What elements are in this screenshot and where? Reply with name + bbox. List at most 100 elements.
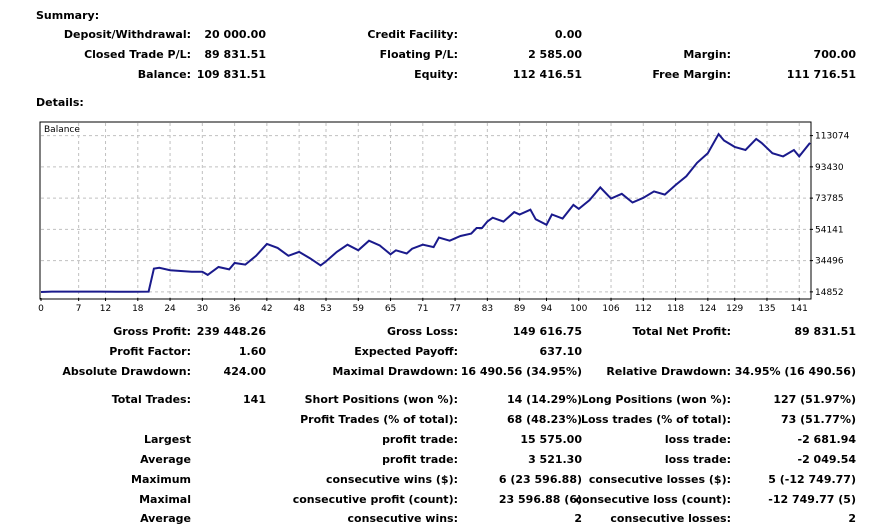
maximum-label: Maximum <box>131 473 191 486</box>
total-net-value: 89 831.51 <box>794 325 856 338</box>
profit-trades-value: 68 (48.23%) <box>506 413 582 426</box>
x-tick-label: 18 <box>132 304 144 314</box>
x-tick-label: 106 <box>602 304 619 314</box>
x-tick-label: 83 <box>482 304 493 314</box>
profit-factor-label: Profit Factor: <box>109 345 191 358</box>
x-tick-label: 48 <box>293 304 305 314</box>
absolute-drawdown-value: 424.00 <box>223 365 266 378</box>
margin-value: 700.00 <box>813 48 856 61</box>
average-profit-value: 3 521.30 <box>528 453 582 466</box>
gross-loss-value: 149 616.75 <box>512 325 582 338</box>
total-net-label: Total Net Profit: <box>632 325 732 338</box>
x-tick-label: 124 <box>699 304 716 314</box>
maximal-consecutive-loss-label: consecutive loss (count): <box>575 493 731 506</box>
expected-payoff-label: Expected Payoff: <box>354 345 458 358</box>
long-positions-label: Long Positions (won %): <box>581 393 731 406</box>
maximal-consecutive-profit-label: consecutive profit (count): <box>292 493 458 506</box>
balance-series-line <box>40 132 811 293</box>
total-trades-value: 141 <box>243 393 266 406</box>
largest-profit-label: profit trade: <box>382 433 458 446</box>
closed-pl-value: 89 831.51 <box>204 48 266 61</box>
avg-consecutive-losses-label: consecutive losses: <box>610 512 731 525</box>
average-label: Average <box>140 453 191 466</box>
average-consecutive-label: Average <box>140 512 191 525</box>
average-loss-label: loss trade: <box>664 453 731 466</box>
y-tick-label: 54141 <box>815 225 844 235</box>
x-tick-label: 36 <box>229 304 241 314</box>
short-positions-label: Short Positions (won %): <box>304 393 458 406</box>
average-loss-value: -2 049.54 <box>797 453 857 466</box>
free-margin-label: Free Margin: <box>652 68 731 81</box>
max-consecutive-wins-label: consecutive wins ($): <box>325 473 458 486</box>
max-consecutive-losses-label: consecutive losses ($): <box>588 473 731 486</box>
maximal-consecutive-loss-value: -12 749.77 (5) <box>768 493 856 506</box>
loss-trades-value: 73 (51.77%) <box>780 413 856 426</box>
max-consecutive-wins-value: 6 (23 596.88) <box>498 473 582 486</box>
x-tick-label: 141 <box>791 304 808 314</box>
maximal-drawdown-label: Maximal Drawdown: <box>332 365 458 378</box>
relative-drawdown-value: 34.95% (16 490.56) <box>734 365 856 378</box>
largest-loss-label: loss trade: <box>664 433 731 446</box>
credit-label: Credit Facility: <box>367 28 458 41</box>
credit-value: 0.00 <box>554 28 582 41</box>
relative-drawdown-label: Relative Drawdown: <box>606 365 731 378</box>
plot-frame <box>39 121 812 300</box>
loss-trades-label: Loss trades (% of total): <box>580 413 731 426</box>
gross-loss-label: Gross Loss: <box>387 325 458 338</box>
deposit-label: Deposit/Withdrawal: <box>63 28 191 41</box>
expected-payoff-value: 637.10 <box>539 345 582 358</box>
largest-loss-value: -2 681.94 <box>797 433 857 446</box>
x-tick-label: 89 <box>514 304 526 314</box>
maximal-label: Maximal <box>139 493 191 506</box>
chart-legend: Balance <box>44 125 80 135</box>
equity-label: Equity: <box>414 68 458 81</box>
x-tick-label: 129 <box>726 304 743 314</box>
x-tick-label: 77 <box>449 304 460 314</box>
short-positions-value: 14 (14.29%) <box>506 393 582 406</box>
x-tick-label: 53 <box>320 304 331 314</box>
deposit-value: 20 000.00 <box>204 28 266 41</box>
x-tick-label: 24 <box>164 304 176 314</box>
floating-pl-value: 2 585.00 <box>528 48 582 61</box>
x-tick-label: 65 <box>385 304 396 314</box>
long-positions-value: 127 (51.97%) <box>773 393 856 406</box>
x-tick-label: 30 <box>197 304 209 314</box>
free-margin-value: 111 716.51 <box>786 68 856 81</box>
details-heading: Details: <box>36 96 84 109</box>
y-tick-label: 73785 <box>815 194 844 204</box>
x-tick-label: 94 <box>541 304 553 314</box>
balance-chart: Balance 0 7 12 18 24 30 36 42 48 53 59 65 71 77 83 89 94… <box>38 121 850 314</box>
total-trades-label: Total Trades: <box>111 393 191 406</box>
y-tick-label: 93430 <box>815 163 844 173</box>
profit-trades-label: Profit Trades (% of total): <box>300 413 458 426</box>
balance-label: Balance: <box>137 68 191 81</box>
y-tick-label: 113074 <box>815 132 850 142</box>
x-tick-label: 118 <box>667 304 684 314</box>
avg-consecutive-wins-label: consecutive wins: <box>347 512 458 525</box>
profit-factor-value: 1.60 <box>238 345 266 358</box>
floating-pl-label: Floating P/L: <box>379 48 458 61</box>
x-tick-label: 7 <box>76 304 82 314</box>
margin-label: Margin: <box>683 48 731 61</box>
balance-value: 109 831.51 <box>196 68 266 81</box>
x-tick-label: 71 <box>417 304 428 314</box>
average-profit-label: profit trade: <box>382 453 458 466</box>
largest-label: Largest <box>144 433 191 446</box>
x-tick-label: 0 <box>38 304 44 314</box>
x-tick-label: 135 <box>758 304 775 314</box>
avg-consecutive-wins-value: 2 <box>574 512 582 525</box>
equity-value: 112 416.51 <box>512 68 582 81</box>
y-tick-label: 34496 <box>815 257 844 267</box>
x-tick-label: 100 <box>570 304 587 314</box>
maximal-drawdown-value: 16 490.56 (34.95%) <box>460 365 582 378</box>
gross-profit-value: 239 448.26 <box>196 325 266 338</box>
x-tick-label: 59 <box>353 304 365 314</box>
absolute-drawdown-label: Absolute Drawdown: <box>62 365 191 378</box>
largest-profit-value: 15 575.00 <box>520 433 582 446</box>
closed-pl-label: Closed Trade P/L: <box>84 48 191 61</box>
gross-profit-label: Gross Profit: <box>113 325 191 338</box>
x-tick-label: 12 <box>100 304 111 314</box>
x-tick-label: 112 <box>635 304 652 314</box>
x-tick-label: 42 <box>261 304 272 314</box>
maximal-consecutive-profit-value: 23 596.88 (6) <box>498 493 582 506</box>
